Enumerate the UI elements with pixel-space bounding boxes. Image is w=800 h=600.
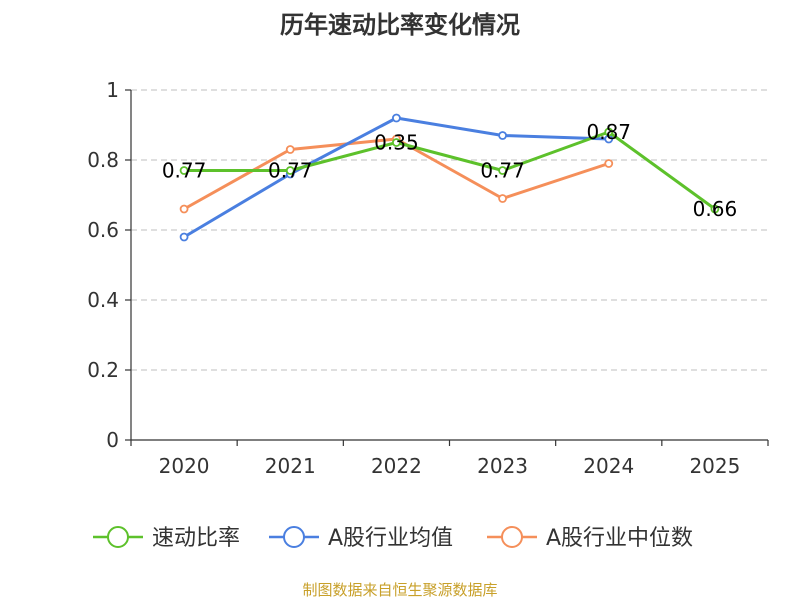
data-point[interactable] <box>285 166 295 175</box>
legend[interactable]: 速动比率 A股行业均值 A股行业中位数 <box>93 526 693 551</box>
grid-lines <box>131 89 768 371</box>
data-labels: 0.77 0.77 0.35 0.77 0.87 0.66 <box>162 120 737 221</box>
data-point[interactable] <box>179 204 189 214</box>
data-point[interactable] <box>604 159 614 168</box>
data-point[interactable] <box>392 138 401 147</box>
x-tick-label: 2024 <box>583 454 634 478</box>
legend-label[interactable]: A股行业均值 <box>328 526 453 551</box>
data-label: 0.77 <box>162 159 207 183</box>
data-point[interactable] <box>498 166 507 175</box>
legend-marker <box>107 526 129 548</box>
y-tick-label: 0.8 <box>87 148 119 172</box>
y-tick-label: 0.4 <box>87 288 119 312</box>
data-label: 0.77 <box>480 159 525 183</box>
series-line <box>184 130 716 211</box>
data-point[interactable] <box>710 204 720 214</box>
data-point[interactable] <box>392 113 401 123</box>
data-label: 0.66 <box>693 197 738 221</box>
y-tick-label: 0.6 <box>87 218 119 242</box>
data-point[interactable] <box>179 232 189 242</box>
axes: 0 0.2 0.4 0.6 0.8 1 2020 2021 2022 2023 2024 2025 <box>87 78 769 478</box>
y-tick-label: 1 <box>106 78 119 102</box>
data-label: 0.87 <box>586 120 631 144</box>
data-point[interactable] <box>498 131 507 140</box>
legend-label[interactable]: 速动比率 <box>152 526 240 551</box>
legend-marker <box>283 526 305 548</box>
chart-title: 历年速动比率变化情况 <box>280 11 520 39</box>
data-point[interactable] <box>179 166 189 175</box>
data-label: 0.35 <box>374 131 419 155</box>
data-point[interactable] <box>604 127 614 137</box>
legend-label[interactable]: A股行业中位数 <box>546 526 693 551</box>
x-tick-label: 2021 <box>265 454 316 478</box>
legend-marker <box>501 526 523 548</box>
y-tick-label: 0 <box>106 428 119 452</box>
x-tick-label: 2023 <box>477 454 528 478</box>
source-note: 制图数据来自恒生聚源数据库 <box>302 581 497 599</box>
x-tick-label: 2022 <box>371 454 422 478</box>
data-point[interactable] <box>285 145 295 154</box>
series-lines <box>179 113 720 242</box>
data-point[interactable] <box>498 194 507 203</box>
y-tick-label: 0.2 <box>87 358 119 382</box>
x-tick-label: 2020 <box>159 454 210 478</box>
data-label: 0.77 <box>268 159 313 183</box>
x-tick-label: 2025 <box>689 454 740 478</box>
